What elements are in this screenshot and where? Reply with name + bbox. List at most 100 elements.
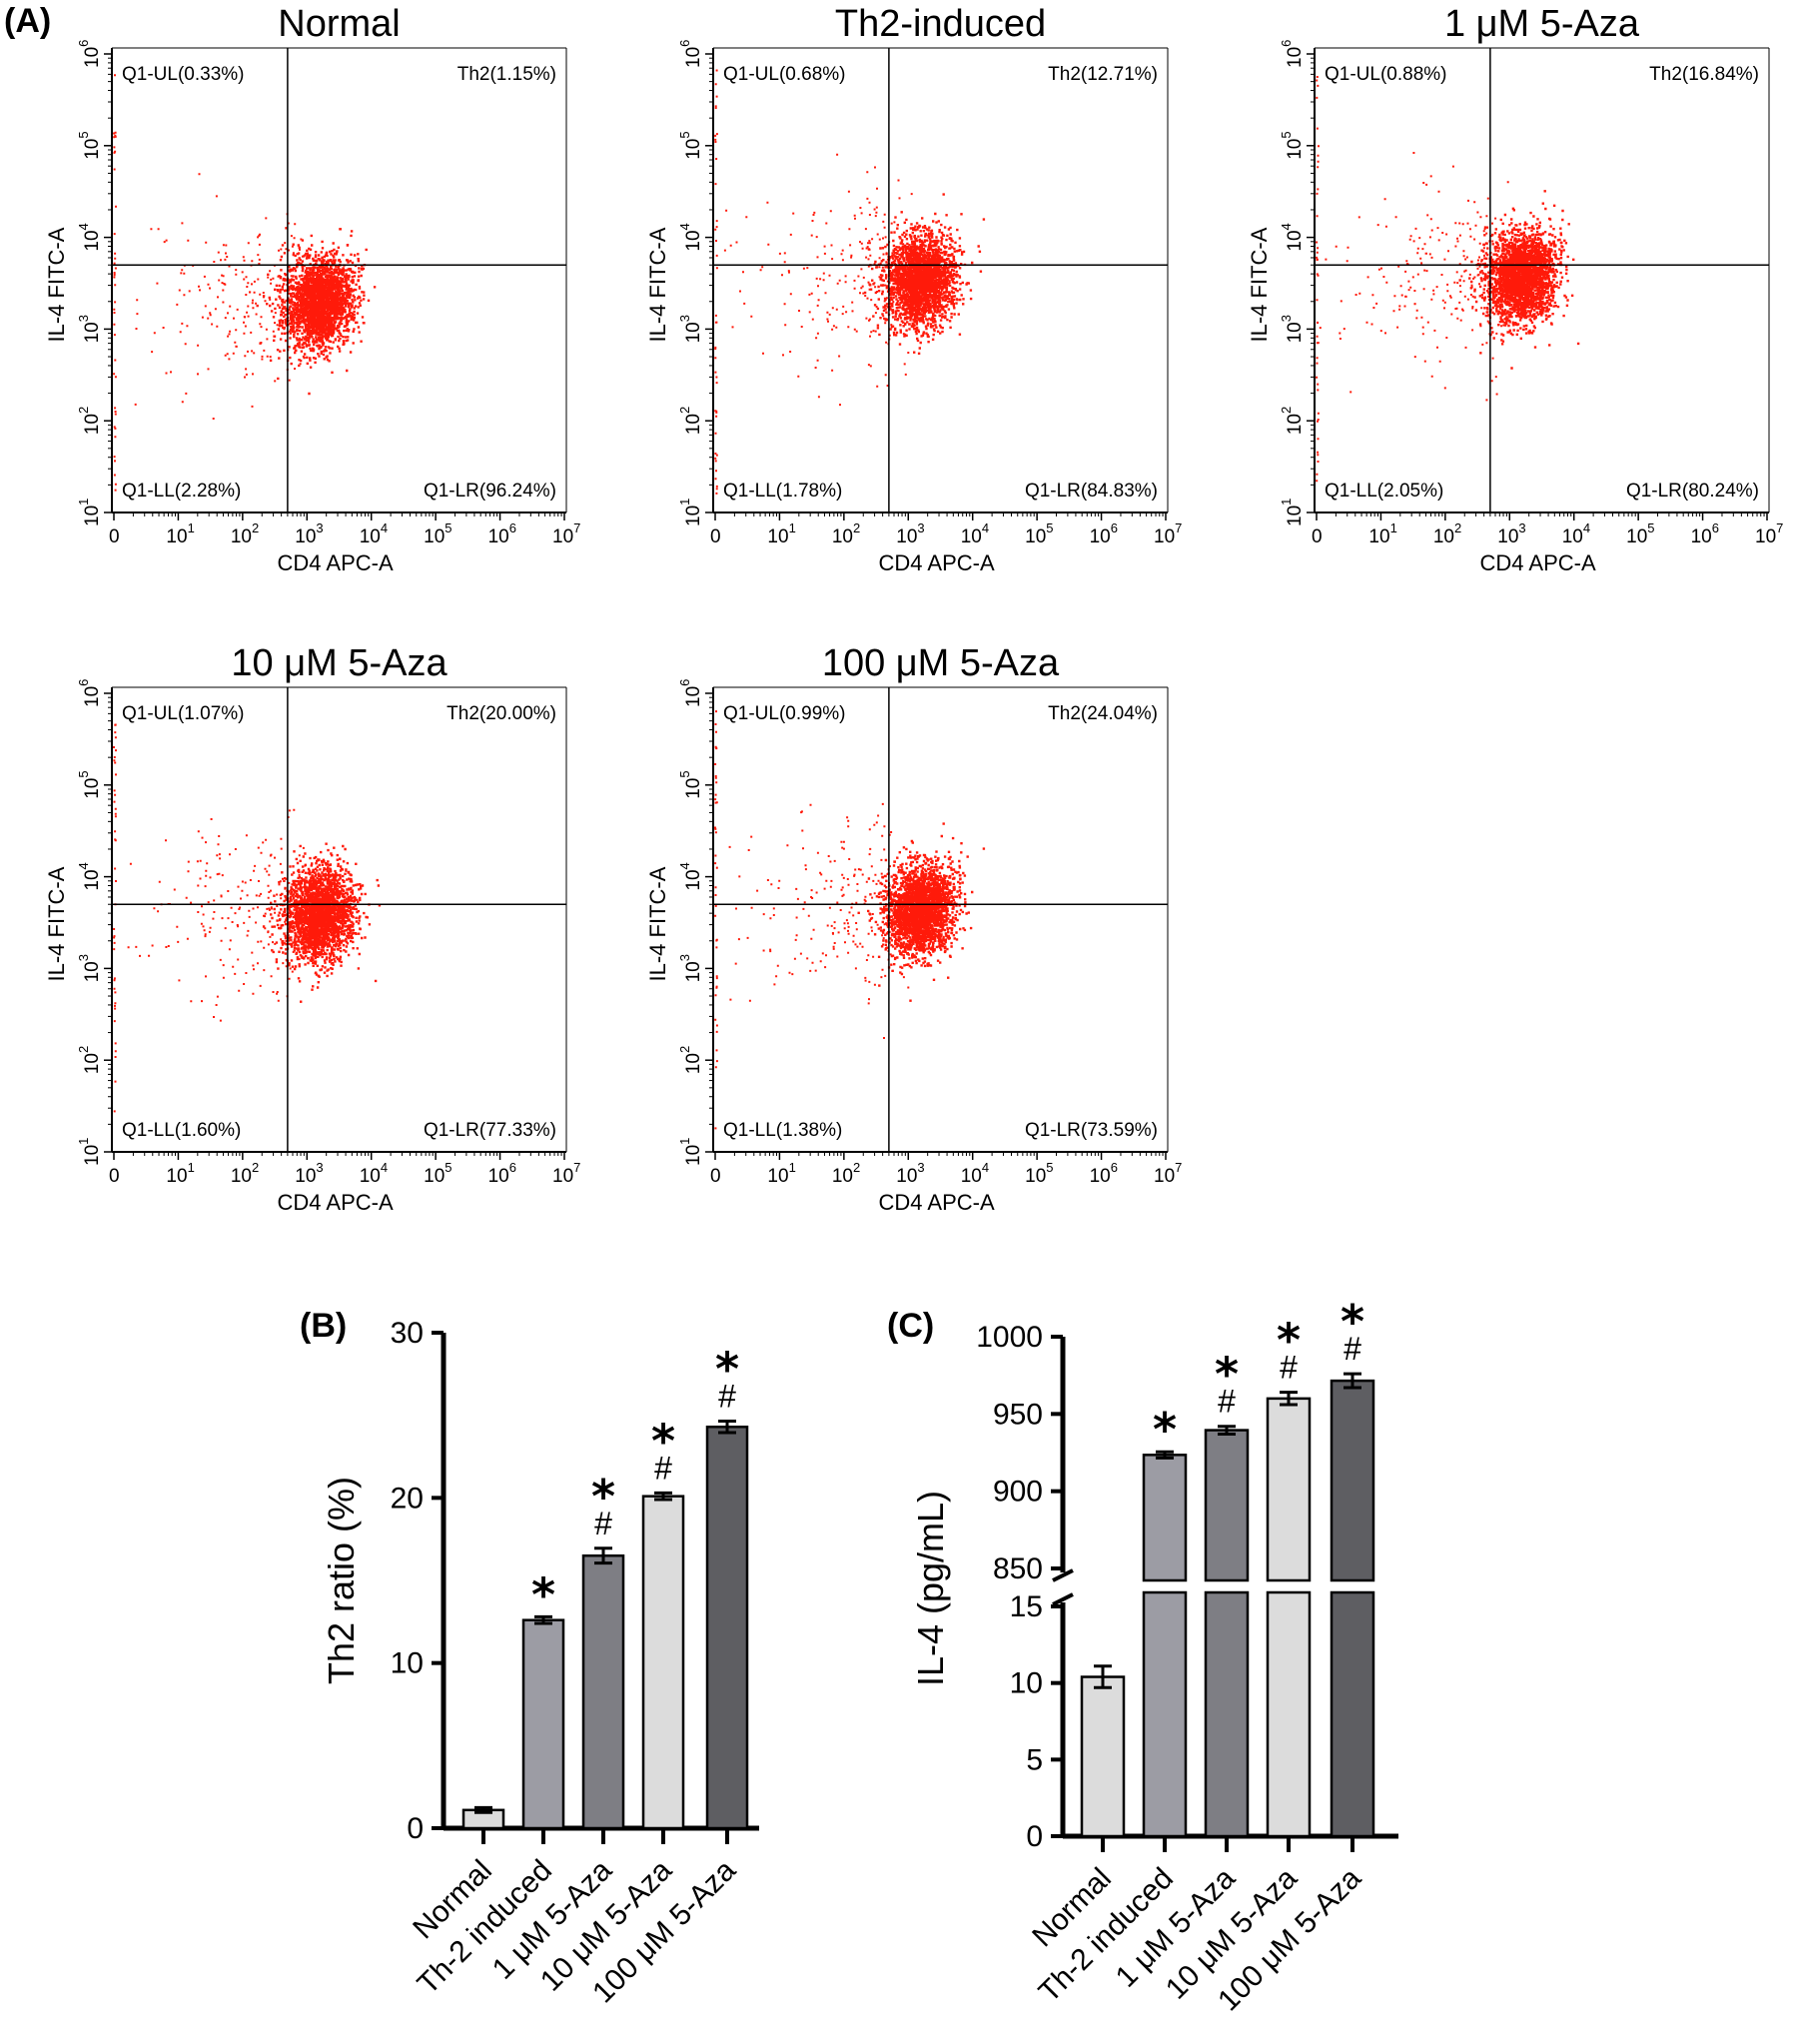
y-tick-label: 101 — [76, 499, 103, 526]
panel-label-a: (A) — [4, 2, 51, 40]
x-tick-label: 107 — [552, 520, 580, 547]
significance-star: * — [1341, 1295, 1364, 1349]
y-tick-label: 0 — [1026, 1820, 1043, 1853]
error-bar — [1218, 1425, 1236, 1436]
bar-upper-segment — [1266, 1397, 1312, 1582]
quadrant-ll-label: Q1-LL(1.38%) — [723, 1120, 842, 1141]
y-tick-label: 104 — [1279, 223, 1306, 251]
x-tick-label: 102 — [231, 1160, 259, 1187]
flow-cytometry-plots: Normal 0 101 102 103 104 105 106 107 101 102 103 104… — [44, 3, 1783, 1215]
x-tick-label: 101 — [767, 520, 795, 547]
y-tick-label: 105 — [76, 131, 103, 159]
y-tick-label: 103 — [1279, 315, 1306, 343]
y-tick-label: 101 — [1279, 499, 1306, 526]
bar-upper-segment — [1204, 1429, 1250, 1582]
quadrant-ul-label: Q1-UL(0.88%) — [1325, 64, 1447, 85]
y-tick-label: 15 — [1010, 1590, 1043, 1623]
y-axis-label: IL-4 FITC-A — [645, 866, 670, 981]
x-tick-label: 104 — [360, 1160, 388, 1187]
plot-title: 10 μM 5-Aza — [231, 642, 448, 684]
y-tick-label: 101 — [677, 1138, 704, 1166]
significance-star: * — [531, 1567, 555, 1621]
quadrant-ur-label: Th2(24.04%) — [1048, 703, 1158, 724]
x-tick-label: 102 — [832, 1160, 860, 1187]
y-tick-label: 102 — [76, 1046, 103, 1074]
y-tick-label: 103 — [76, 315, 103, 343]
x-tick-label: 0 — [710, 1166, 721, 1187]
y-axis-label: IL-4 FITC-A — [645, 227, 670, 342]
significance-hash: # — [1218, 1384, 1236, 1420]
quadrant-ll-label: Q1-LL(1.78%) — [723, 481, 842, 502]
significance-star: * — [591, 1470, 615, 1524]
flow-plot: 100 μM 5-Aza 0 101 102 103 104 105 106 107 101 102… — [645, 642, 1182, 1215]
x-tick-label: 103 — [896, 1160, 924, 1187]
significance-hash: # — [718, 1378, 736, 1414]
significance-star: * — [715, 1342, 739, 1396]
x-tick-label: 101 — [166, 1160, 194, 1187]
plot-title: 1 μM 5-Aza — [1444, 3, 1640, 45]
panel-label-b: (B) — [300, 1307, 347, 1345]
significance-hash: # — [654, 1450, 672, 1486]
y-tick-label: 103 — [677, 954, 704, 982]
y-axis-label: IL-4 FITC-A — [44, 866, 69, 981]
x-tick-label: 107 — [1154, 1160, 1182, 1187]
bar — [1080, 1675, 1126, 1838]
quadrant-lr-label: Q1-LR(77.33%) — [424, 1120, 556, 1141]
quadrant-ul-label: Q1-UL(0.68%) — [723, 64, 846, 85]
bar-upper-segment — [1142, 1454, 1188, 1582]
x-tick-label: 106 — [488, 1160, 516, 1187]
event-dot-cloud — [113, 74, 377, 492]
x-tick-label: 106 — [488, 520, 516, 547]
x-tick-label: 0 — [710, 526, 721, 547]
quadrant-ul-label: Q1-UL(0.33%) — [122, 64, 245, 85]
error-bar — [1280, 1391, 1298, 1407]
y-tick-label: 106 — [76, 679, 103, 707]
x-tick-label: 105 — [1025, 520, 1053, 547]
quadrant-ul-label: Q1-UL(0.99%) — [723, 703, 846, 724]
significance-hash: # — [1280, 1350, 1298, 1386]
flow-plot: Th2-induced 0 101 102 103 104 105 106 107 101 102 1… — [645, 3, 1182, 575]
significance-hash: # — [1344, 1331, 1361, 1367]
error-bar — [474, 1805, 492, 1814]
y-tick-label: 106 — [1279, 40, 1306, 68]
y-tick-label: 1000 — [976, 1321, 1043, 1354]
y-axis-label: IL-4 FITC-A — [44, 227, 69, 342]
quadrant-ur-label: Th2(12.71%) — [1048, 64, 1158, 85]
y-tick-label: 20 — [391, 1482, 424, 1515]
error-bar — [1344, 1372, 1361, 1390]
plot-title: Th2-induced — [835, 3, 1046, 45]
y-tick-label: 10 — [1010, 1667, 1043, 1700]
bar — [581, 1553, 625, 1830]
x-tick-label: 107 — [1154, 520, 1182, 547]
x-tick-label: 105 — [424, 1160, 451, 1187]
y-tick-label: 102 — [76, 407, 103, 435]
axis-break-gap — [1075, 1582, 1384, 1590]
y-tick-label: 103 — [76, 954, 103, 982]
y-tick-label: 104 — [677, 862, 704, 890]
x-tick-label: 101 — [166, 520, 194, 547]
quadrant-lr-label: Q1-LR(96.24%) — [424, 481, 556, 502]
error-bar — [718, 1419, 736, 1435]
plot-title: Normal — [278, 3, 400, 45]
x-tick-label: 107 — [552, 1160, 580, 1187]
x-tick-label: 102 — [1433, 520, 1461, 547]
x-axis-label: CD4 APC-A — [879, 1190, 995, 1215]
x-tick-label: 103 — [295, 520, 323, 547]
axis-break-mark — [1052, 1592, 1074, 1606]
event-dots — [714, 710, 986, 1130]
significance-star: * — [1153, 1403, 1177, 1457]
plot-title: 100 μM 5-Aza — [822, 642, 1060, 684]
x-tick-label: 101 — [1368, 520, 1396, 547]
y-tick-label: 102 — [677, 407, 704, 435]
y-tick-label: 0 — [407, 1812, 424, 1845]
y-tick-label: 102 — [677, 1046, 704, 1074]
x-tick-label: 102 — [832, 520, 860, 547]
significance-star: * — [1215, 1348, 1239, 1402]
x-tick-label: 106 — [1090, 1160, 1118, 1187]
y-tick-label: 30 — [391, 1317, 424, 1350]
event-dots — [113, 723, 382, 1113]
y-tick-label: 950 — [993, 1398, 1043, 1431]
x-tick-label: 0 — [1312, 526, 1323, 547]
error-bar — [594, 1546, 612, 1565]
quadrant-ur-label: Th2(20.00%) — [447, 703, 556, 724]
